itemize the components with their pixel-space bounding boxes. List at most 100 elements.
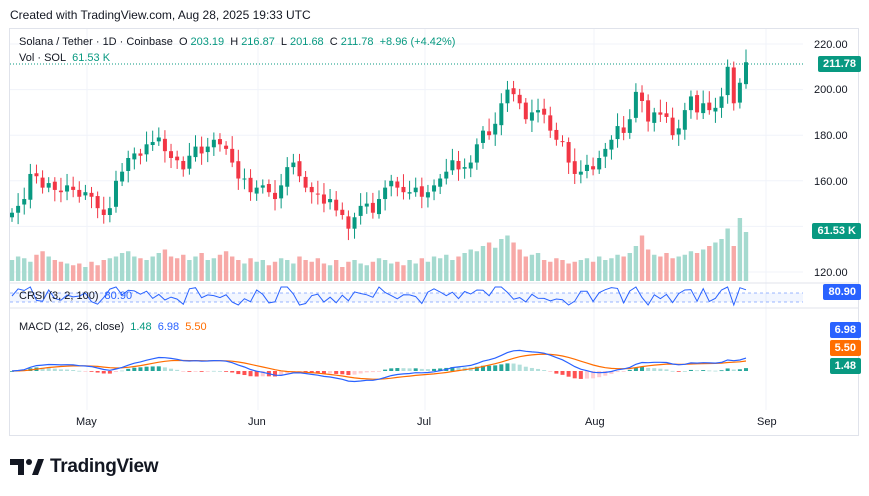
macd-hist-bar — [230, 371, 235, 373]
macd-hist-bar — [438, 368, 443, 371]
candle-body — [425, 192, 430, 198]
candle-body — [285, 167, 290, 187]
close-value: 211.78 — [340, 36, 374, 48]
candle-body — [321, 194, 326, 204]
macd-hist-bar — [707, 370, 712, 372]
candle-body — [266, 183, 271, 193]
tradingview-logo-text: TradingView — [50, 456, 159, 477]
candle-body — [438, 178, 443, 187]
volume-bar — [285, 260, 290, 281]
low-value: 201.68 — [290, 36, 324, 48]
candle-body — [101, 209, 106, 215]
open-value: 203.19 — [190, 36, 225, 48]
macd-hist-bar — [273, 371, 278, 377]
volume-bar — [597, 256, 602, 281]
candle-body — [156, 137, 161, 142]
volume-bar — [627, 253, 632, 281]
candle-body — [413, 187, 418, 193]
volume-bar — [364, 265, 369, 281]
volume-bar — [333, 260, 339, 281]
macd-hist-bar — [646, 367, 651, 371]
created-with-caption: Created with TradingView.com, Aug 28, 20… — [10, 8, 311, 22]
tradingview-logo[interactable]: TradingView — [10, 456, 159, 478]
volume-bar — [168, 256, 174, 281]
macd-hist-bar — [71, 370, 76, 371]
volume-bar — [358, 263, 363, 281]
volume-bar — [529, 254, 535, 281]
macd-hist-bar — [352, 371, 357, 375]
macd-hist-bar — [578, 371, 583, 379]
macd-hist-bar — [737, 369, 742, 371]
time-tick-may: May — [76, 416, 97, 428]
candle-body — [358, 205, 363, 216]
volume-bar — [266, 265, 272, 281]
candle-body — [401, 186, 406, 193]
volume-bar — [499, 239, 504, 281]
volume-bar — [303, 260, 308, 281]
candle-body — [352, 217, 357, 229]
macd-hist-bar — [199, 371, 204, 372]
candle-body — [138, 153, 143, 156]
macd-hist-bar — [450, 367, 455, 371]
macd-hist-bar — [474, 366, 479, 371]
macd-hist-bar — [334, 371, 339, 374]
candle-body — [132, 153, 137, 160]
candle-body — [181, 160, 186, 170]
macd-hist-bar — [584, 371, 589, 379]
volume-bar — [590, 261, 596, 281]
volume-bar — [132, 256, 137, 281]
macd-hist-bar — [138, 367, 143, 371]
candle-body — [695, 95, 700, 113]
macd-hist-bar — [58, 369, 63, 371]
volume-bar — [138, 258, 143, 281]
macd-hist-bar — [597, 371, 602, 378]
candle-body — [395, 181, 400, 188]
candle-body — [297, 161, 302, 177]
macd-hist-bar — [658, 368, 663, 371]
volume-bar — [89, 261, 94, 281]
volume-bar — [658, 256, 663, 281]
macd-hist-bar — [652, 368, 657, 371]
candle-body — [670, 117, 675, 136]
volume-bar — [395, 261, 400, 281]
volume-bar — [609, 258, 614, 281]
time-tick-jun: Jun — [248, 416, 266, 428]
macd-hist-bar — [670, 370, 675, 372]
candle-body — [676, 128, 681, 135]
candle-body — [230, 148, 235, 163]
macd-hist-bar — [46, 367, 51, 371]
macd-hist-bar — [346, 371, 351, 376]
volume-bar — [297, 256, 302, 281]
volume-bar — [554, 258, 559, 281]
volume-bar — [413, 263, 418, 281]
price-legend: Solana / Tether · 1D · Coinbase O 203.19 … — [19, 36, 456, 48]
volume-bar — [230, 256, 235, 281]
macd-hist-bar — [77, 370, 82, 372]
candle-body — [707, 102, 712, 111]
macd-hist-bar — [364, 371, 369, 373]
candle-body — [199, 146, 204, 154]
volume-bar — [505, 235, 510, 281]
candle-body — [340, 209, 345, 215]
price-tick-220: 220.00 — [814, 39, 848, 51]
macd-pane — [10, 349, 748, 383]
macd-hist-bar — [144, 366, 149, 371]
candle-body — [169, 151, 174, 158]
volume-bar — [113, 256, 119, 281]
macd-hist-bar — [389, 368, 394, 371]
macd-hist-bar — [83, 371, 88, 372]
candle-body — [584, 164, 589, 171]
candle-body — [621, 127, 626, 133]
candle-body — [34, 173, 39, 177]
volume-bar — [401, 265, 406, 281]
volume-bar — [725, 228, 730, 281]
crsi-value: 80.90 — [104, 290, 133, 302]
macd-hist-bar — [236, 371, 241, 375]
macd-hist-bar — [248, 371, 253, 377]
candle-body — [572, 161, 577, 174]
macd-hist-bar — [10, 371, 14, 372]
candle-body — [46, 183, 51, 188]
volume-bar — [676, 256, 681, 281]
candle-body — [279, 185, 284, 199]
